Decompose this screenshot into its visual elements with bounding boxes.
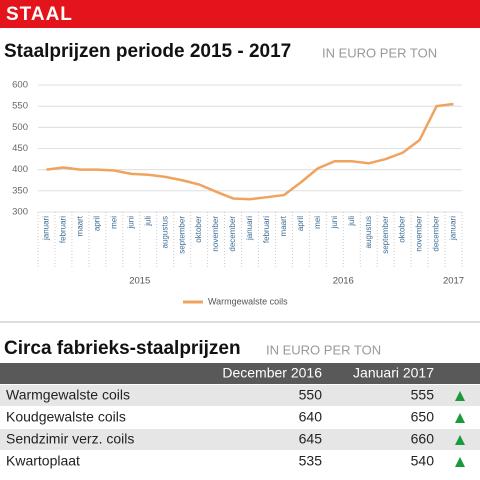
y-tick-label: 500 xyxy=(12,122,28,133)
up-arrow xyxy=(455,435,465,445)
column-header: Januari 2017 xyxy=(353,365,434,381)
x-tick-label: juni xyxy=(126,216,135,230)
column-header: December 2016 xyxy=(222,365,322,381)
table-subtitle: IN EURO PER TON xyxy=(266,342,381,357)
x-tick-label: mei xyxy=(313,216,322,229)
x-tick-label: maart xyxy=(279,215,288,236)
x-tick-label: februari xyxy=(59,216,68,243)
chart-title: Staalprijzen periode 2015 - 2017 xyxy=(4,41,291,62)
row-name: Koudgewalste coils xyxy=(6,409,126,425)
cell-value: 650 xyxy=(411,409,435,425)
x-tick-label: september xyxy=(381,216,390,254)
cell-value: 550 xyxy=(299,387,323,403)
cell-value: 645 xyxy=(299,431,323,447)
cell-value: 540 xyxy=(411,453,435,469)
x-tick-label: december xyxy=(228,216,237,252)
cell-value: 535 xyxy=(299,453,323,469)
chart-subtitle: IN EURO PER TON xyxy=(322,45,437,60)
header-bar xyxy=(0,0,480,28)
year-label: 2017 xyxy=(443,276,464,287)
row-name: Warmgewalste coils xyxy=(6,387,130,403)
x-tick-label: januari xyxy=(245,216,254,241)
x-tick-label: januari xyxy=(42,216,51,241)
table-row-bg xyxy=(0,385,480,406)
y-tick-label: 350 xyxy=(12,185,28,196)
header-title: STAAL xyxy=(6,4,73,25)
x-tick-label: oktober xyxy=(194,216,203,243)
x-tick-label: juli xyxy=(143,216,152,227)
y-tick-label: 450 xyxy=(12,143,28,154)
x-tick-label: oktober xyxy=(398,216,407,243)
line-series xyxy=(46,102,454,201)
x-tick-label: februari xyxy=(262,216,271,243)
up-arrow xyxy=(455,391,465,401)
year-label: 2016 xyxy=(333,276,354,287)
table-row-bg xyxy=(0,407,480,428)
x-tick-label: december xyxy=(432,216,441,252)
table-row-bg xyxy=(0,429,480,450)
row-name: Kwartoplaat xyxy=(6,453,80,469)
x-tick-label: augustus xyxy=(160,216,169,248)
x-tick-label: juli xyxy=(347,216,356,227)
y-tick-label: 550 xyxy=(12,101,28,112)
x-tick-label: maart xyxy=(76,215,85,236)
x-tick-label: juni xyxy=(330,216,339,230)
up-arrow xyxy=(455,413,465,423)
cell-value: 640 xyxy=(299,409,323,425)
x-tick-label: augustus xyxy=(364,216,373,248)
x-tick-label: januari xyxy=(449,216,458,241)
year-label: 2015 xyxy=(129,276,150,287)
table-title: Circa fabrieks-staalprijzen xyxy=(4,338,241,359)
x-tick-label: november xyxy=(211,216,220,252)
table-row-bg xyxy=(0,451,480,472)
y-tick-label: 300 xyxy=(12,207,28,218)
x-tick-label: april xyxy=(296,216,305,231)
up-arrow xyxy=(455,457,465,467)
y-tick-label: 400 xyxy=(12,164,28,175)
legend-label: Warmgewalste coils xyxy=(208,296,288,306)
row-name: Sendzimir verz. coils xyxy=(6,431,134,447)
y-tick-label: 600 xyxy=(12,80,28,91)
x-tick-label: november xyxy=(415,216,424,252)
cell-value: 660 xyxy=(411,431,435,447)
table-header-bg xyxy=(0,363,480,384)
x-tick-label: september xyxy=(177,216,186,254)
x-tick-label: mei xyxy=(109,216,118,229)
x-tick-label: april xyxy=(92,216,101,231)
cell-value: 555 xyxy=(411,387,435,403)
